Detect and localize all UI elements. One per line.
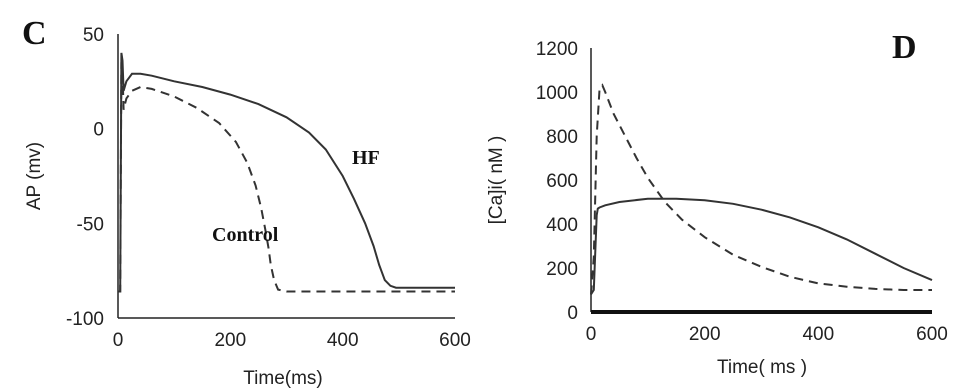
x-tick-label-d: 0 [586, 324, 597, 345]
y-tick-label-d: 400 [546, 215, 578, 236]
series-c [118, 52, 455, 293]
y-tick-label-d: 0 [567, 303, 578, 324]
y-axis-label-c: AP (mv) [24, 142, 45, 210]
y-tick-label-d: 200 [546, 259, 578, 280]
x-tick-label-d: 200 [689, 324, 721, 345]
y-tick-label-d: 1200 [536, 39, 578, 60]
y-tick-label-c: 0 [93, 120, 104, 141]
series-line-hf-d [590, 197, 933, 295]
x-tick-label-c: 200 [214, 330, 246, 351]
x-tick-label-c: 600 [439, 330, 471, 351]
annotation-control: Control [212, 224, 279, 246]
ticks-d: 0 200 400 600 1200 1000 800 600 400 200 0 [536, 39, 948, 345]
panel-label-d: D [892, 29, 917, 66]
y-tick-label-c: -100 [66, 309, 104, 330]
y-tick-label-c: -50 [77, 214, 104, 235]
x-axis-label-c: Time(ms) [243, 368, 323, 389]
x-tick-label-c: 400 [327, 330, 359, 351]
ticks-c: 0 200 400 600 50 0 -50 -100 [66, 25, 471, 351]
series-line-control-d [590, 83, 932, 295]
series-d [590, 83, 933, 295]
chart-d: D 0 200 400 600 1200 1000 800 600 400 200 0 [Ca]i(… [486, 29, 948, 378]
y-tick-label-d: 1000 [536, 83, 578, 104]
x-tick-label-d: 600 [916, 324, 948, 345]
series-line-control-c [118, 62, 455, 293]
panel-label-c: C [22, 15, 47, 52]
y-tick-label-d: 600 [546, 171, 578, 192]
annotation-hf: HF [352, 147, 380, 169]
x-axis-label-d: Time( ms ) [717, 357, 807, 378]
y-axis-label-d: [Ca]i( nM ) [486, 136, 507, 225]
y-tick-label-d: 800 [546, 127, 578, 148]
x-tick-label-c: 0 [113, 330, 124, 351]
x-tick-label-d: 400 [802, 324, 834, 345]
series-line-hf-c [118, 52, 455, 293]
y-tick-label-c: 50 [83, 25, 104, 46]
